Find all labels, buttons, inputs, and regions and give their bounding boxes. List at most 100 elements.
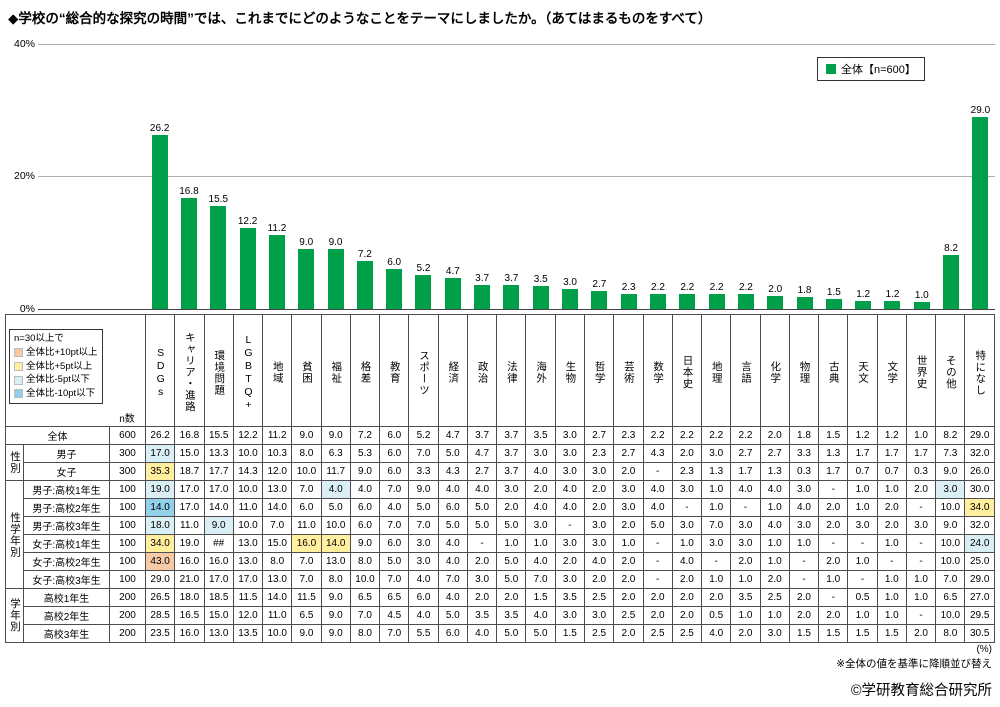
table-cell: 9.0: [349, 462, 381, 481]
column-header-label: 文学: [886, 361, 899, 384]
bar-value-label: 2.2: [738, 282, 753, 294]
table-cell: 15.0: [174, 444, 205, 463]
table-cell: 1.0: [730, 606, 761, 625]
table-cell: 6.5: [935, 588, 966, 607]
table-cell: 4.0: [525, 462, 556, 481]
bar-slot: 3.5: [526, 44, 555, 309]
row-group-label: 性学年別: [5, 480, 24, 589]
n-value: 600: [108, 426, 147, 445]
table-cell: 5.0: [379, 552, 410, 571]
threshold-legend-item: 全体比+5pt以上: [14, 360, 98, 374]
table-cell: 4.0: [759, 516, 790, 535]
n-column-label: n数: [119, 414, 135, 425]
bar: [591, 291, 608, 309]
row-label: 女子:高校3年生: [23, 570, 110, 589]
n-value: 100: [108, 498, 147, 517]
bar-slot: 1.5: [819, 44, 848, 309]
table-cell: -: [818, 480, 849, 499]
bar-slot: 2.7: [585, 44, 614, 309]
column-header-label: その他: [944, 355, 957, 390]
table-cell: 1.0: [701, 498, 732, 517]
row-label: 男子:高校3年生: [23, 516, 110, 535]
table-cell: 8.0: [291, 444, 322, 463]
table-cell: 1.5: [876, 624, 907, 643]
column-header-label: スポーツ: [418, 349, 431, 396]
table-cell: 4.0: [525, 606, 556, 625]
table-cell: 5.0: [408, 498, 439, 517]
column-header: 環境問題: [203, 314, 234, 427]
bar: [474, 284, 491, 309]
table-cell: 34.0: [145, 534, 176, 553]
table-cell: 1.0: [759, 606, 790, 625]
column-header-label: 経済: [447, 361, 460, 384]
table-cell: 4.0: [437, 552, 468, 571]
threshold-color-swatch: [14, 361, 23, 371]
bar-value-label: 12.2: [237, 216, 258, 228]
table-cell: 17.7: [203, 462, 234, 481]
data-table: n=30以上で 全体比+10pt以上 全体比+5pt以上 全体比-5pt以下 全体比-…: [4, 314, 995, 643]
table-row: 女子:高校3年生 100 29.0 21.0 17.0 17.0 13.0 7.0 8.0 10.…: [6, 570, 995, 589]
table-cell: 16.8: [174, 426, 205, 445]
table-cell: 10.0: [320, 516, 351, 535]
table-cell: 10.0: [232, 516, 264, 535]
column-header: スポーツ: [408, 314, 439, 427]
table-cell: 2.0: [759, 570, 790, 589]
row-label: 高校3年生: [23, 624, 110, 643]
table-cell: 3.7: [496, 462, 527, 481]
table-cell: 10.3: [262, 444, 293, 463]
table-cell: 0.3: [788, 462, 820, 481]
threshold-legend: n=30以上で 全体比+10pt以上 全体比+5pt以上 全体比-5pt以下 全体比-…: [9, 329, 103, 404]
table-cell: 6.0: [379, 444, 410, 463]
bar-slot: 15.5: [204, 44, 233, 309]
table-cell: 7.0: [291, 552, 322, 571]
table-cell: 7.0: [291, 480, 322, 499]
table-cell: 3.0: [613, 498, 644, 517]
table-cell: 1.3: [759, 462, 790, 481]
n-value: 100: [108, 480, 147, 499]
table-cell: 10.0: [291, 462, 322, 481]
column-header: 海外: [525, 314, 556, 427]
table-cell: 1.3: [818, 444, 849, 463]
table-cell: 35.3: [145, 462, 176, 481]
table-cell: 3.0: [554, 570, 586, 589]
table-cell: 30.0: [964, 480, 995, 499]
table-cell: 4.7: [466, 444, 498, 463]
table-cell: 3.0: [408, 552, 439, 571]
table-cell: 2.0: [905, 624, 937, 643]
table-cell: 2.0: [788, 588, 820, 607]
column-header: 世界史: [905, 314, 937, 427]
column-header-label: SDGs: [154, 346, 167, 399]
table-cell: 2.0: [642, 606, 673, 625]
table-cell: 10.0: [935, 606, 966, 625]
bar-slot: 12.2: [233, 44, 262, 309]
table-cell: 13.0: [320, 552, 351, 571]
table-cell: 2.3: [671, 462, 703, 481]
table-cell: 1.5: [818, 426, 849, 445]
column-header-label: 法律: [505, 361, 518, 384]
table-cell: 9.0: [320, 426, 351, 445]
table-cell: 2.3: [613, 426, 644, 445]
column-header-label: 芸術: [622, 361, 635, 384]
table-cell: 5.0: [466, 516, 498, 535]
table-cell: 26.5: [145, 588, 176, 607]
table-cell: 8.0: [349, 552, 381, 571]
table-cell: 1.5: [525, 588, 556, 607]
table-cell: 13.5: [232, 624, 264, 643]
column-header-label: 数学: [652, 361, 665, 384]
table-cell: 5.0: [437, 444, 468, 463]
table-cell: 3.0: [583, 534, 615, 553]
column-header: 文学: [876, 314, 907, 427]
bar: [620, 293, 637, 309]
table-cell: 29.0: [964, 570, 995, 589]
row-group-text: 学年別: [9, 598, 21, 633]
table-cell: -: [818, 534, 849, 553]
column-header: 日本史: [671, 314, 703, 427]
bar-value-label: 2.2: [651, 282, 665, 294]
bar-slot: 2.3: [614, 44, 643, 309]
bar-chart: 40% 20% 0% 全体【n=600】 26.2 16.8 15.5 12.2 11.…: [5, 29, 995, 315]
table-cell: 4.0: [701, 624, 732, 643]
table-cell: 4.0: [583, 552, 615, 571]
column-header-label: 世界史: [915, 355, 928, 390]
column-header-label: 物理: [798, 361, 811, 384]
table-cell: 7.0: [262, 516, 293, 535]
